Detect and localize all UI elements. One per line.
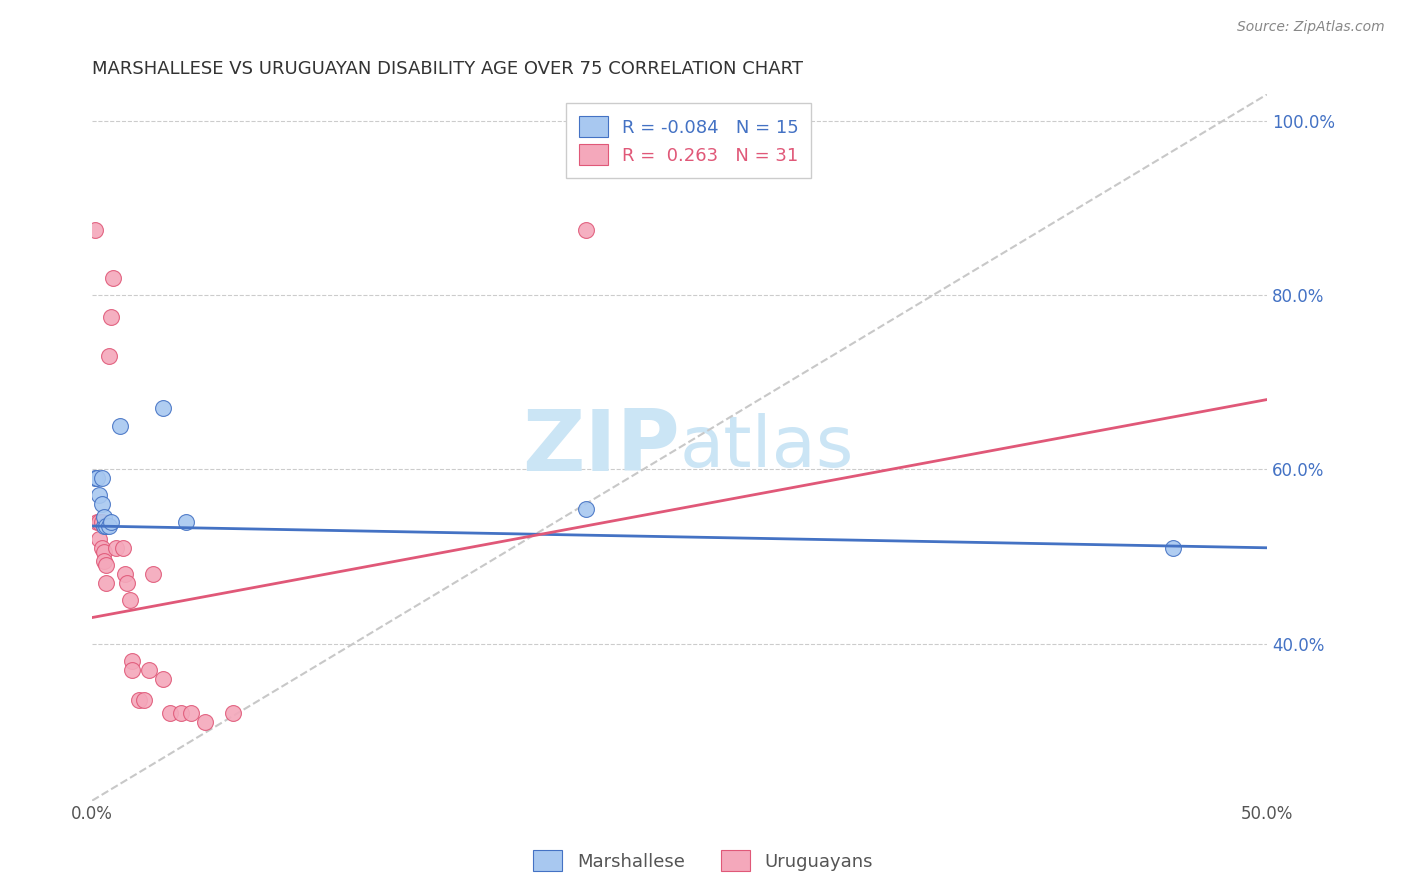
Text: atlas: atlas [679, 413, 853, 482]
Point [83, 222, 105, 236]
Legend: Marshallese, Uruguayans: Marshallese, Uruguayans [526, 843, 880, 879]
Point [96, 519, 118, 533]
Point [96, 575, 118, 590]
Point [138, 663, 160, 677]
Point [83, 471, 105, 485]
Text: MARSHALLESE VS URUGUAYAN DISABILITY AGE OVER 75 CORRELATION CHART: MARSHALLESE VS URUGUAYAN DISABILITY AGE … [93, 60, 803, 78]
Point [89, 515, 111, 529]
Point [97, 519, 120, 533]
Point [132, 693, 155, 707]
Point [159, 706, 181, 721]
Point [121, 654, 143, 668]
Point [1161, 541, 1184, 555]
Point [97, 349, 120, 363]
Point [86, 515, 108, 529]
Legend: R = -0.084   N = 15, R =  0.263   N = 31: R = -0.084 N = 15, R = 0.263 N = 31 [567, 103, 811, 178]
Point [86, 471, 108, 485]
Point [93, 510, 115, 524]
Point [117, 575, 139, 590]
Point [170, 706, 193, 721]
Point [222, 706, 245, 721]
Point [89, 532, 111, 546]
Point [104, 541, 127, 555]
Point [100, 515, 122, 529]
Text: Source: ZipAtlas.com: Source: ZipAtlas.com [1237, 20, 1385, 34]
Point [194, 715, 217, 730]
Point [90, 497, 112, 511]
Point [110, 418, 132, 433]
Point [128, 693, 150, 707]
Point [152, 672, 174, 686]
Point [90, 541, 112, 555]
Point [574, 222, 596, 236]
Point [114, 566, 136, 581]
Point [103, 270, 125, 285]
Text: ZIP: ZIP [522, 406, 679, 489]
Point [93, 545, 115, 559]
Point [142, 566, 165, 581]
Point [90, 471, 112, 485]
Point [118, 593, 141, 607]
Point [180, 706, 202, 721]
Point [121, 663, 143, 677]
Point [100, 310, 122, 324]
Point [574, 501, 596, 516]
Point [90, 515, 112, 529]
Point [89, 488, 111, 502]
Point [111, 541, 134, 555]
Point [93, 554, 115, 568]
Point [152, 401, 174, 416]
Point [174, 515, 197, 529]
Point [96, 558, 118, 573]
Point [93, 519, 115, 533]
